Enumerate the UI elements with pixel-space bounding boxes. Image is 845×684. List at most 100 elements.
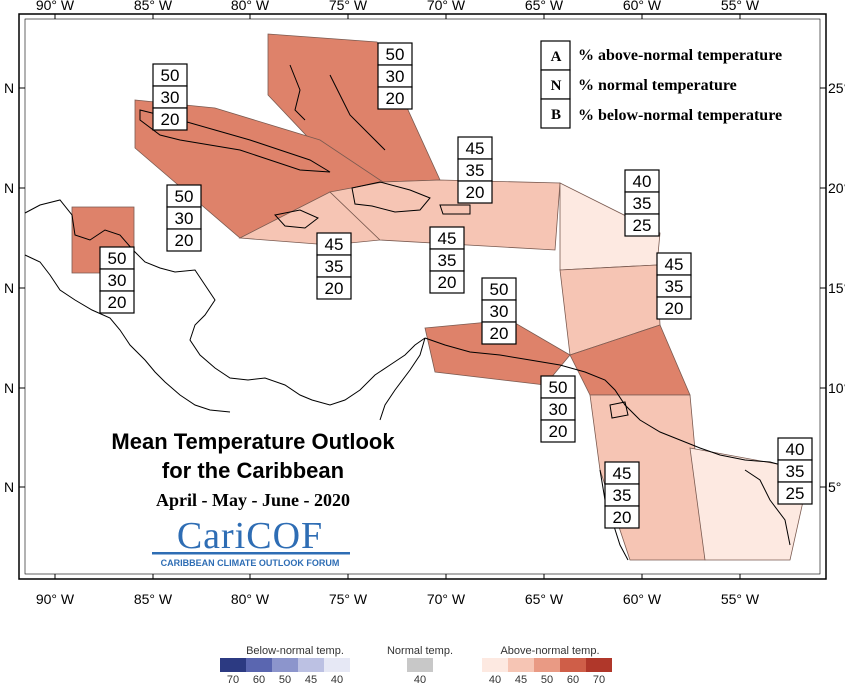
value-cell-text: 20 (175, 231, 194, 250)
colorbar-swatch (560, 658, 586, 672)
colorbar-tick: 45 (305, 674, 317, 684)
lon-tick-label-bottom: 80° W (231, 591, 270, 607)
lon-tick-label-bottom: 55° W (721, 591, 760, 607)
colorbar-swatch (246, 658, 272, 672)
lat-tick-label-left: N (4, 80, 14, 96)
value-box-jamaica: 45 35 20 (316, 232, 352, 300)
value-cell-text: 20 (549, 422, 568, 441)
colorbar-tick: 50 (279, 674, 291, 684)
value-cell (457, 180, 493, 204)
value-cell (152, 107, 188, 131)
lat-tick-label-right: 10° (828, 380, 845, 396)
colorbar-tick: 70 (593, 674, 605, 684)
lon-tick-label-top: 70° W (427, 0, 466, 13)
title-block: Mean Temperature Outlook for the Caribbe… (111, 429, 395, 510)
lat-tick-label-left: N (4, 280, 14, 296)
colorbar-tick: 60 (567, 674, 579, 684)
title-line-2: for the Caribbean (162, 458, 344, 483)
value-cell-text: 35 (665, 277, 684, 296)
lat-tick-label-right: 15° (828, 280, 845, 296)
value-cell-text: 50 (161, 66, 180, 85)
lon-tick-label-bottom: 60° W (623, 591, 662, 607)
value-cell-text: 30 (386, 67, 405, 86)
lon-tick-label-bottom: 85° W (134, 591, 173, 607)
value-cell (316, 276, 352, 300)
value-cell-text: 30 (108, 271, 127, 290)
lat-tick-label-left: N (4, 479, 14, 495)
value-cell-text: 30 (175, 209, 194, 228)
legend-key-row-n: N % normal temperature (540, 69, 737, 100)
value-cell (481, 321, 517, 345)
value-cell-text: 20 (325, 279, 344, 298)
lat-tick-label-right: 25° (828, 80, 845, 96)
lon-tick-label-bottom: 90° W (36, 591, 75, 607)
legend-key-row-b: B % below-normal temperature (540, 98, 782, 129)
colorbar-swatch (508, 658, 534, 672)
value-cell-text: 40 (633, 172, 652, 191)
value-cell-text: 50 (108, 249, 127, 268)
tick-marks (19, 14, 826, 579)
value-box-cuba: 50 30 20 (152, 63, 188, 131)
lon-tick-label-top: 90° W (36, 0, 75, 13)
logo-underline (152, 552, 350, 555)
tick-labels: 90° W 90° W 85° W 85° W 80° W 80° W 75° W 75° W… (4, 0, 845, 607)
value-cell-text: 30 (161, 88, 180, 107)
value-cell-text: 45 (438, 229, 457, 248)
legend-key-letter: N (551, 78, 562, 94)
value-cell (656, 296, 692, 320)
value-cell-text: 35 (438, 251, 457, 270)
value-box-hispaniola: 45 35 20 (429, 226, 465, 294)
colorbar-below-label: Below-normal temp. (246, 645, 344, 657)
value-cell (377, 86, 413, 110)
value-cell-text: 20 (466, 183, 485, 202)
value-cell-text: 50 (386, 45, 405, 64)
colorbar-tick: 45 (515, 674, 527, 684)
value-cell-text: 20 (490, 324, 509, 343)
lat-tick-label-left: N (4, 180, 14, 196)
value-cell-text: 20 (665, 299, 684, 318)
value-cell-text: 45 (466, 139, 485, 158)
coastlines (24, 64, 801, 561)
value-cell (99, 290, 135, 314)
value-box-suriname: 40 35 25 (777, 437, 813, 505)
map-inner-frame (24, 18, 821, 575)
legend-key: A % above-normal temperature N % normal … (540, 40, 782, 129)
logo-subtitle: CARIBBEAN CLIMATE OUTLOOK FORUM (161, 558, 340, 568)
value-cell-text: 45 (325, 235, 344, 254)
colorbar-tick: 70 (227, 674, 239, 684)
lon-tick-label-bottom: 65° W (525, 591, 564, 607)
value-box-leeward-islands: 40 35 25 (624, 169, 660, 237)
colorbar-tick: 40 (414, 674, 426, 684)
lon-tick-label-bottom: 75° W (329, 591, 368, 607)
outlook-regions (71, 33, 811, 561)
value-cell-text: 35 (786, 462, 805, 481)
value-cell-text: 35 (633, 194, 652, 213)
colorbar-swatch (298, 658, 324, 672)
value-cell-text: 40 (786, 440, 805, 459)
value-cell-text: 35 (466, 161, 485, 180)
value-boxes: 50 30 20 50 30 20 50 30 20 50 30 20 45 35 20 45 35 20 45 35… (99, 42, 813, 529)
value-cell-text: 35 (613, 486, 632, 505)
value-cell-text: 20 (386, 89, 405, 108)
colorbar-tick: 50 (541, 674, 553, 684)
colorbar-swatch (407, 658, 433, 672)
value-cell-text: 20 (613, 508, 632, 527)
lon-tick-label-top: 85° W (134, 0, 173, 13)
value-box-cayman: 50 30 20 (166, 184, 202, 252)
value-box-windward-islands: 45 35 20 (656, 252, 692, 320)
value-box-trinidad: 50 30 20 (540, 375, 576, 443)
value-box-bahamas: 50 30 20 (377, 42, 413, 110)
colorbar-tick: 40 (331, 674, 343, 684)
value-cell-text: 20 (108, 293, 127, 312)
value-cell-text: 45 (665, 255, 684, 274)
colorbar-swatch (534, 658, 560, 672)
value-box-abc-islands: 50 30 20 (481, 277, 517, 345)
value-box-belize: 50 30 20 (99, 246, 135, 314)
lon-tick-label-top: 60° W (623, 0, 662, 13)
value-cell (777, 481, 813, 505)
value-cell-text: 50 (549, 378, 568, 397)
colorbar-tick: 60 (253, 674, 265, 684)
value-cell-text: 25 (633, 216, 652, 235)
value-cell-text: 50 (490, 280, 509, 299)
